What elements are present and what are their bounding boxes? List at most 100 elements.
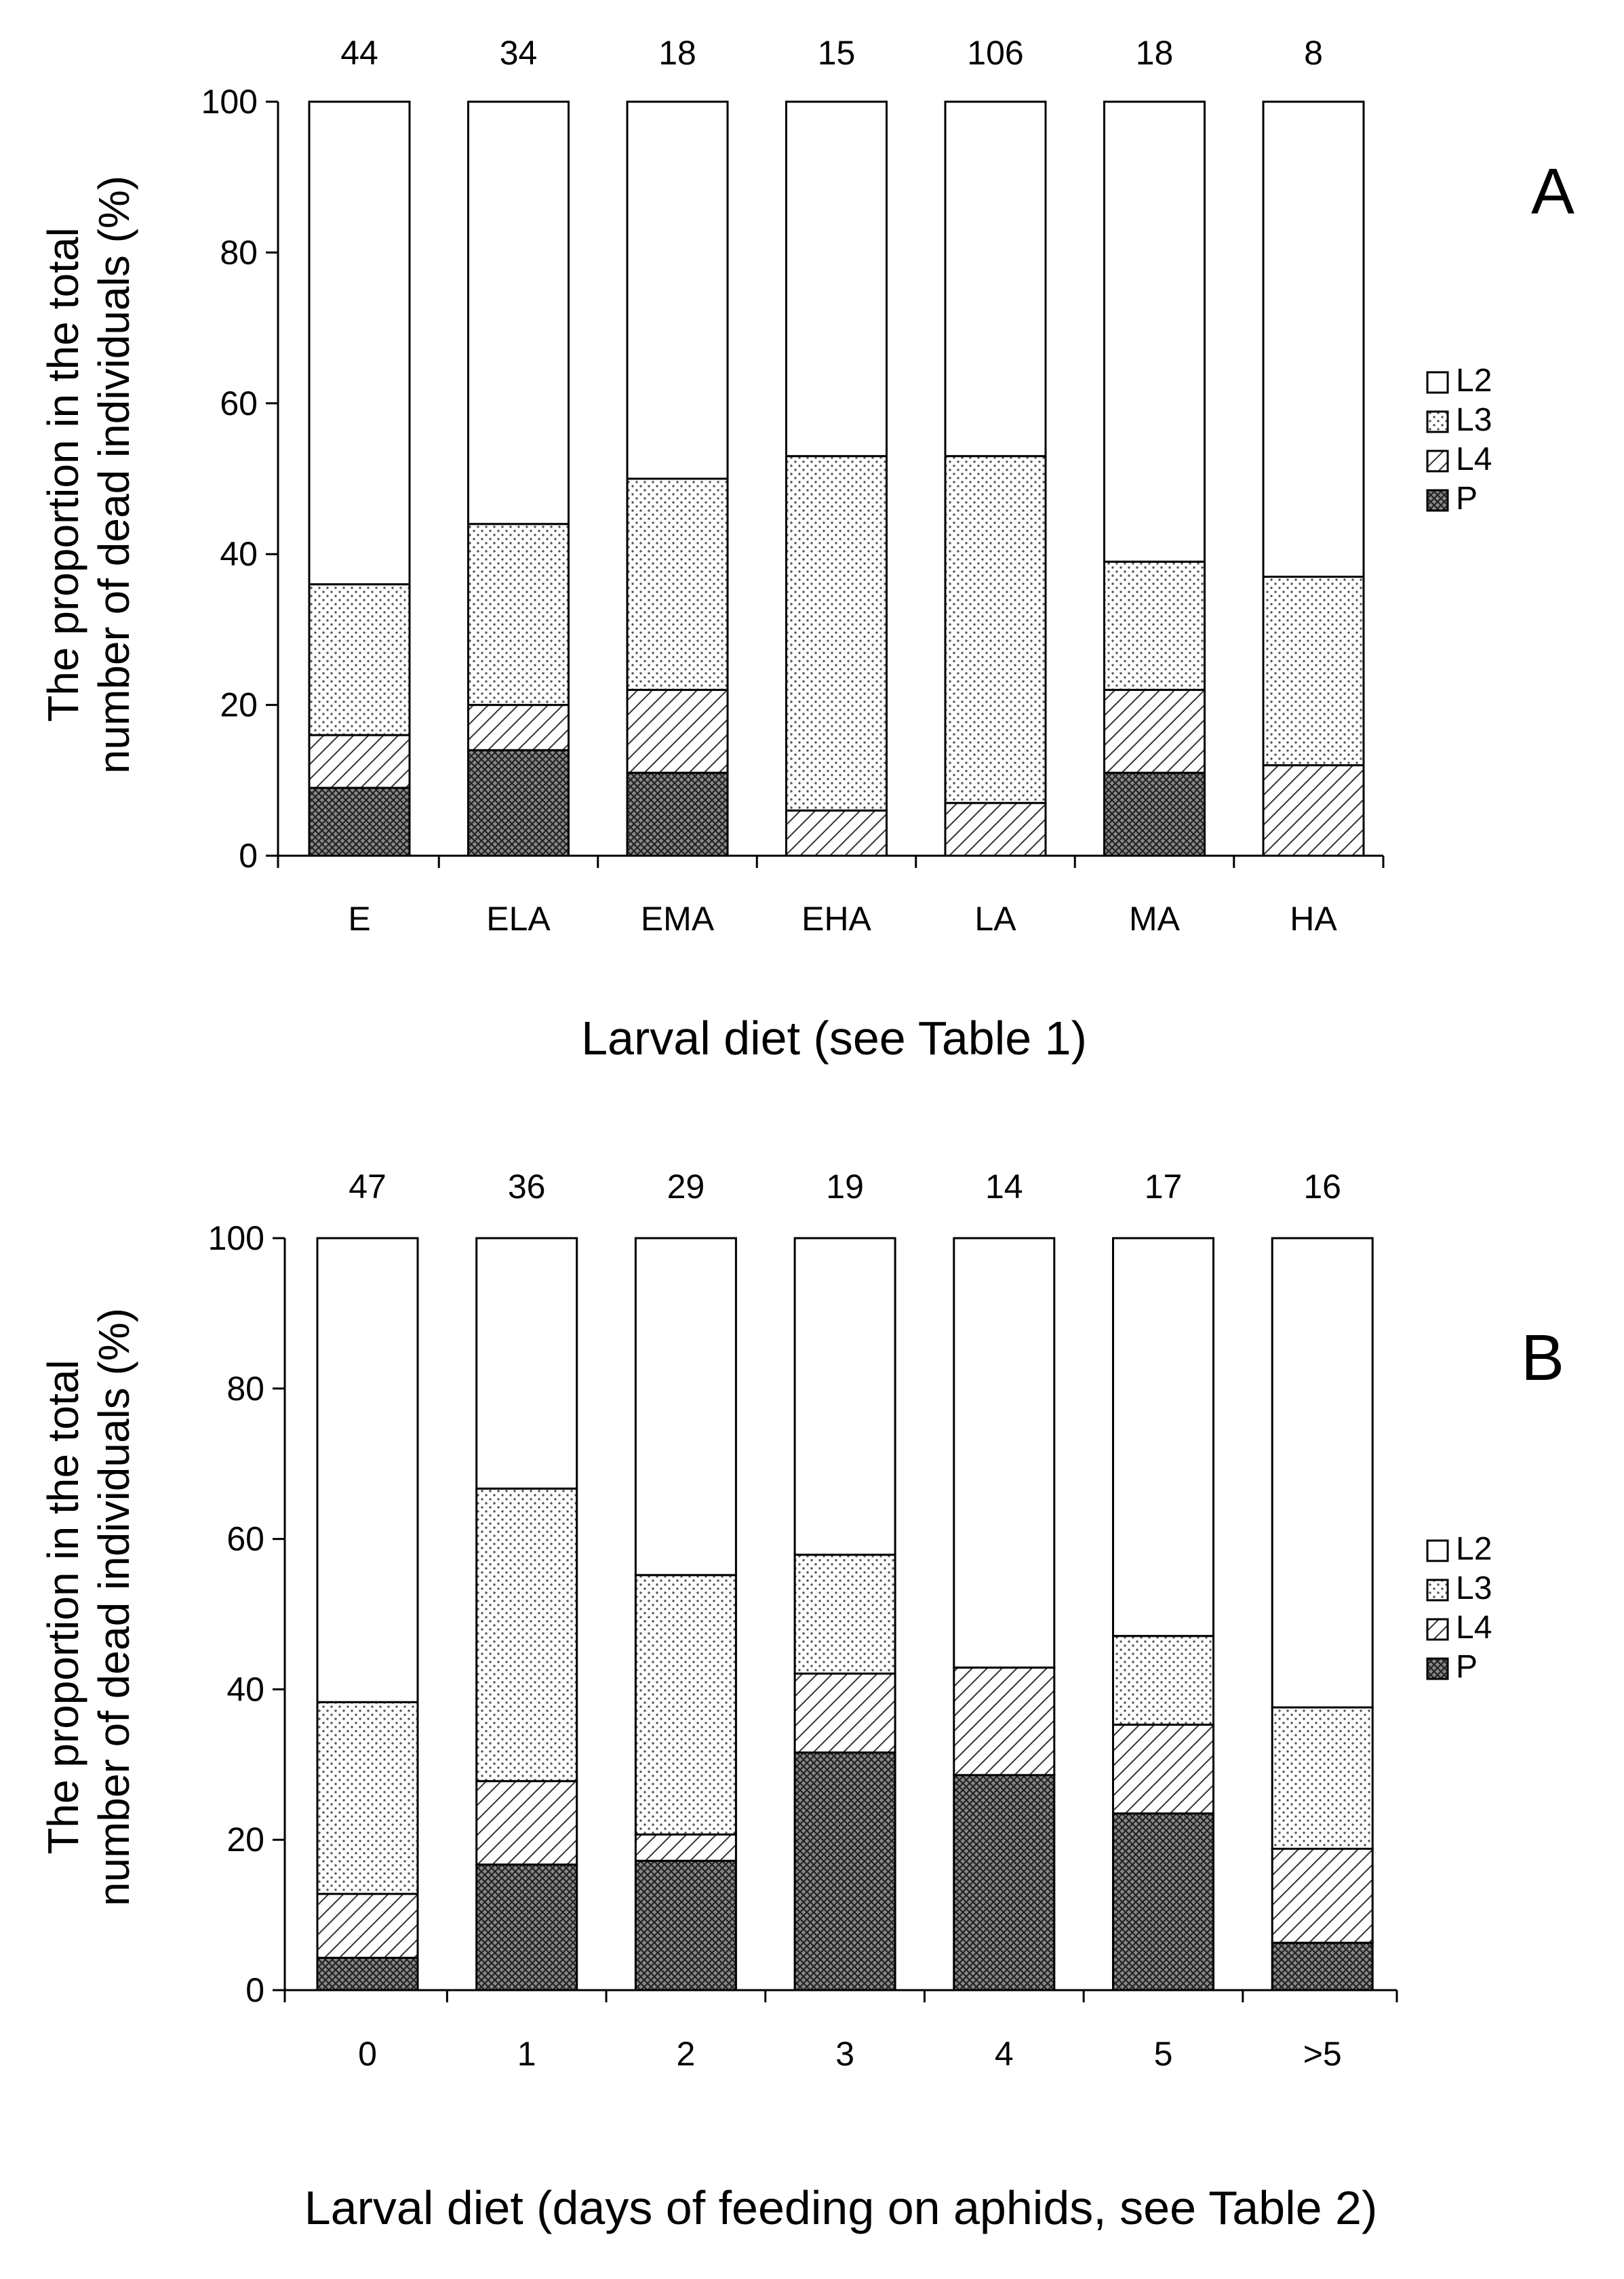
y-axis-label-line2: number of dead individuals (%) [90, 1308, 138, 1906]
bar-ma-l2 [1103, 100, 1206, 563]
x-axis-label: Larval diet (days of feeding on aphids, … [304, 2181, 1378, 2234]
bar-ela-p [467, 749, 570, 857]
bar-2-l3 [634, 1574, 737, 1836]
bar-ela-l4 [467, 704, 570, 751]
y-tick-label-60: 60 [226, 1520, 264, 1558]
y-tick-label-40: 40 [226, 1670, 264, 1708]
bar-eha-l3 [785, 455, 888, 812]
legend-label-l4: L4 [1456, 441, 1492, 477]
bar-1-l4 [475, 1780, 578, 1866]
bar-0-l2 [316, 1237, 419, 1703]
y-axis-label-line2: number of dead individuals (%) [90, 176, 138, 774]
bars-group [316, 1237, 1374, 1991]
y-tick-label-20: 20 [220, 686, 258, 724]
count-label-0: 47 [349, 1168, 387, 1206]
bar-e-l4 [308, 734, 411, 789]
bar-ma-l4 [1103, 688, 1206, 774]
bar-0-l3 [316, 1701, 419, 1895]
x-axis-label: Larval diet (see Table 1) [581, 1012, 1087, 1065]
y-tick-label-20: 20 [226, 1821, 264, 1859]
bar-3-l3 [793, 1553, 896, 1675]
x-tick-label-eha: EHA [801, 900, 871, 938]
bar-2-l4 [634, 1833, 737, 1862]
y-tick-label-100: 100 [208, 1219, 264, 1257]
bar-3-l2 [793, 1237, 896, 1556]
panel-letter: B [1521, 1322, 1564, 1394]
count-label-ela: 34 [500, 34, 538, 72]
counts-group: 47 36 29 19 14 17 16 [349, 1168, 1341, 1206]
bar-1-p [475, 1863, 578, 1991]
x-tick-label-5: 5 [1154, 2035, 1173, 2073]
y-axis-label-line1: The proportion in the total [39, 227, 87, 721]
x-tick-label-e: E [348, 900, 370, 938]
legend-swatch-p [1426, 1657, 1449, 1680]
bar-5-p [1271, 1941, 1374, 1991]
panel-b: 0 20 40 60 80 100 0 1 2 3 4 5 >5 47 36 29 19 14 17 16 The… [39, 1168, 1564, 2234]
legend-swatch-l3 [1426, 1579, 1449, 1602]
legend-label-l3: L3 [1456, 402, 1492, 438]
count-label-1: 36 [508, 1168, 546, 1206]
bar-5-l3 [1271, 1706, 1374, 1850]
legend-swatch-l4 [1426, 1618, 1449, 1641]
count-label-4: 14 [985, 1168, 1023, 1206]
x-ticks-group: E ELA EMA EHA LA MA HA [348, 900, 1337, 938]
y-tick-label-80: 80 [220, 233, 258, 271]
bar-ema-l2 [626, 100, 729, 480]
x-tick-label-ela: ELA [486, 900, 551, 938]
legend-label-l2: L2 [1456, 363, 1492, 399]
x-tick-label-la: LA [974, 900, 1016, 938]
bar-5-l3 [1112, 1635, 1214, 1726]
bar-5-l2 [1271, 1237, 1374, 1709]
bar-ha-l2 [1262, 100, 1365, 578]
x-tick-label-1: 1 [517, 2035, 536, 2073]
bar-la-l3 [944, 455, 1047, 804]
bar-ha-l3 [1262, 576, 1365, 767]
bar-ema-l4 [626, 688, 729, 774]
y-tick-label-80: 80 [226, 1370, 264, 1408]
y-axis-label-line1: The proportion in the total [39, 1360, 87, 1854]
count-label-5: 17 [1145, 1168, 1183, 1206]
x-tick-label-5: >5 [1303, 2035, 1342, 2073]
count-label-2: 29 [667, 1168, 705, 1206]
count-label-ma: 18 [1136, 34, 1174, 72]
bar-ema-l3 [626, 477, 729, 691]
count-label-ha: 8 [1304, 34, 1323, 72]
bar-5-l2 [1112, 1237, 1214, 1638]
x-tick-label-ha: HA [1290, 900, 1337, 938]
bar-2-p [634, 1859, 737, 1991]
panel-a: 0 20 40 60 80 100 E ELA EMA EHA LA MA HA 44 34 18 15 10… [39, 34, 1575, 1065]
x-tick-label-3: 3 [835, 2035, 854, 2073]
y-ticks-group: 0 20 40 60 80 100 [208, 1219, 264, 2009]
bar-la-l2 [944, 100, 1047, 458]
y-tick-label-100: 100 [201, 83, 258, 121]
bar-e-l2 [308, 100, 411, 586]
legend-label-p: P [1456, 1649, 1478, 1685]
legend-swatch-l2 [1426, 371, 1449, 394]
bar-eha-l2 [785, 100, 888, 458]
y-tick-label-40: 40 [220, 535, 258, 573]
legend-label-p: P [1456, 481, 1478, 517]
x-tick-label-4: 4 [995, 2035, 1014, 2073]
legend-label-l3: L3 [1456, 1570, 1492, 1606]
count-label-e: 44 [340, 34, 378, 72]
bar-4-l4 [953, 1666, 1056, 1777]
y-ticks-group: 0 20 40 60 80 100 [201, 83, 258, 875]
y-tick-label-0: 0 [239, 837, 258, 875]
x-tick-label-ema: EMA [641, 900, 715, 938]
legend-swatch-l2 [1426, 1539, 1449, 1562]
bar-4-l2 [953, 1237, 1056, 1669]
counts-group: 44 34 18 15 106 18 8 [340, 34, 1323, 72]
legend-label-l2: L2 [1456, 1531, 1492, 1567]
bar-ela-l3 [467, 523, 570, 707]
x-ticks-group: 0 1 2 3 4 5 >5 [358, 2035, 1342, 2073]
bar-5-p [1112, 1812, 1214, 1991]
bar-ha-l4 [1262, 764, 1365, 857]
x-tick-label-0: 0 [358, 2035, 377, 2073]
bar-ela-l2 [467, 100, 570, 526]
legend-swatch-l4 [1426, 450, 1449, 473]
bar-1-l2 [475, 1237, 578, 1490]
axes-group [266, 100, 1385, 868]
